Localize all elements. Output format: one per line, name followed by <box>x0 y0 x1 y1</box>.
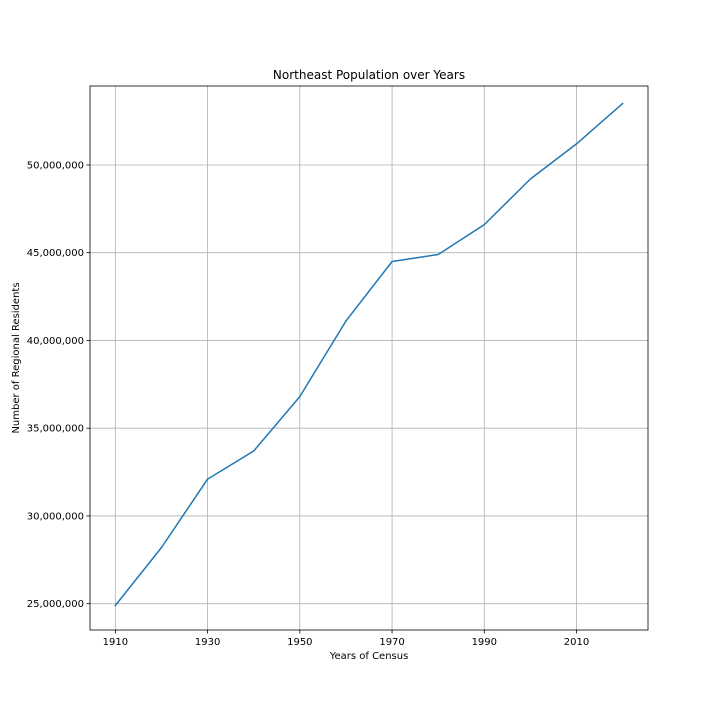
y-tick-label: 40,000,000 <box>27 336 84 347</box>
y-tick-label: 25,000,000 <box>27 599 84 610</box>
y-tick-label: 30,000,000 <box>27 511 84 522</box>
series-layer <box>114 102 624 607</box>
series-line <box>114 102 624 607</box>
y-axis-label: Number of Regional Residents <box>11 282 22 433</box>
x-axis-label: Years of Census <box>329 651 409 662</box>
y-tick-label: 50,000,000 <box>27 160 84 171</box>
x-tick-label: 1950 <box>287 637 312 648</box>
x-tick-label: 1990 <box>472 637 497 648</box>
x-tick-label: 1910 <box>103 637 128 648</box>
x-tick-label: 2010 <box>564 637 589 648</box>
chart-title: Northeast Population over Years <box>273 68 465 82</box>
grid <box>90 86 648 630</box>
plot-frame <box>89 85 649 631</box>
x-tick-label: 1970 <box>379 637 404 648</box>
y-tick-label: 35,000,000 <box>27 424 84 435</box>
x-tick-label: 1930 <box>195 637 220 648</box>
x-axis-ticks: 1910 1930 1950 1970 1990 2010 <box>103 630 589 648</box>
y-axis-ticks: 25,000,000 30,000,000 35,000,000 40,000,000… <box>27 160 90 610</box>
y-tick-label: 45,000,000 <box>27 248 84 259</box>
